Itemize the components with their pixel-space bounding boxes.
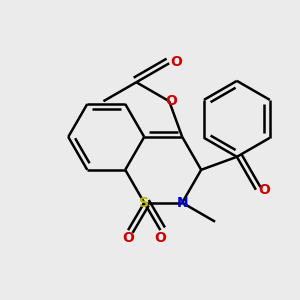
Text: N: N bbox=[176, 196, 188, 210]
Text: O: O bbox=[122, 231, 134, 245]
Text: O: O bbox=[154, 231, 166, 245]
Text: O: O bbox=[258, 183, 270, 197]
Text: O: O bbox=[165, 94, 177, 108]
Text: O: O bbox=[170, 55, 182, 69]
Text: S: S bbox=[139, 196, 149, 210]
